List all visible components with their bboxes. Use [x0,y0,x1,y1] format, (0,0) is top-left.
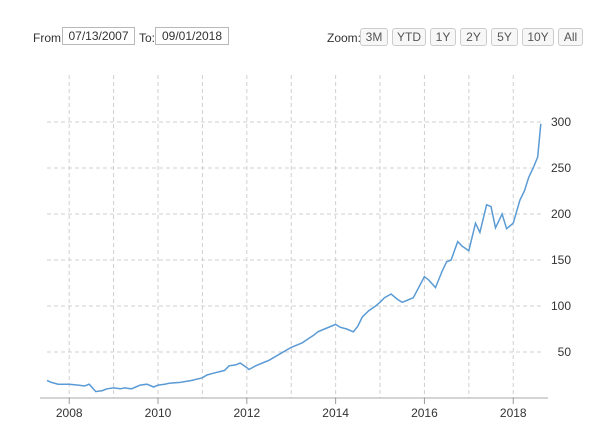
zoom-ytd-button[interactable]: YTD [392,28,426,46]
to-date-input[interactable] [155,27,229,45]
x-tick-label: 2016 [411,406,438,420]
y-tick-label: 150 [551,253,571,267]
x-tick-label: 2008 [56,406,83,420]
zoom-1y-button[interactable]: 1Y [430,28,456,46]
from-date-input[interactable] [62,27,135,45]
y-tick-label: 250 [551,161,571,175]
y-tick-label: 300 [551,115,571,129]
zoom-label: Zoom: [327,31,362,45]
x-axis-ticks: 2008 2010 2012 2014 2016 2018 [56,398,527,420]
zoom-10y-button[interactable]: 10Y [522,28,554,46]
y-tick-label: 100 [551,299,571,313]
to-label: To: [139,31,156,45]
series-line [46,123,542,393]
chart-grid [47,75,543,398]
zoom-5y-button[interactable]: 5Y [491,28,518,46]
x-tick-label: 2012 [233,406,260,420]
y-tick-label: 50 [558,345,572,359]
zoom-2y-button[interactable]: 2Y [460,28,487,46]
from-label: From: [33,31,65,45]
y-tick-label: 200 [551,207,571,221]
chart-toolbar: From: To: Zoom: 3M YTD 1Y 2Y 5Y 10Y All [0,0,600,60]
zoom-all-button[interactable]: All [558,28,583,46]
x-tick-label: 2014 [322,406,349,420]
zoom-3m-button[interactable]: 3M [360,28,388,46]
x-tick-label: 2018 [500,406,527,420]
x-tick-label: 2010 [145,406,172,420]
y-axis-ticks: 50 100 150 200 250 300 [551,115,571,359]
